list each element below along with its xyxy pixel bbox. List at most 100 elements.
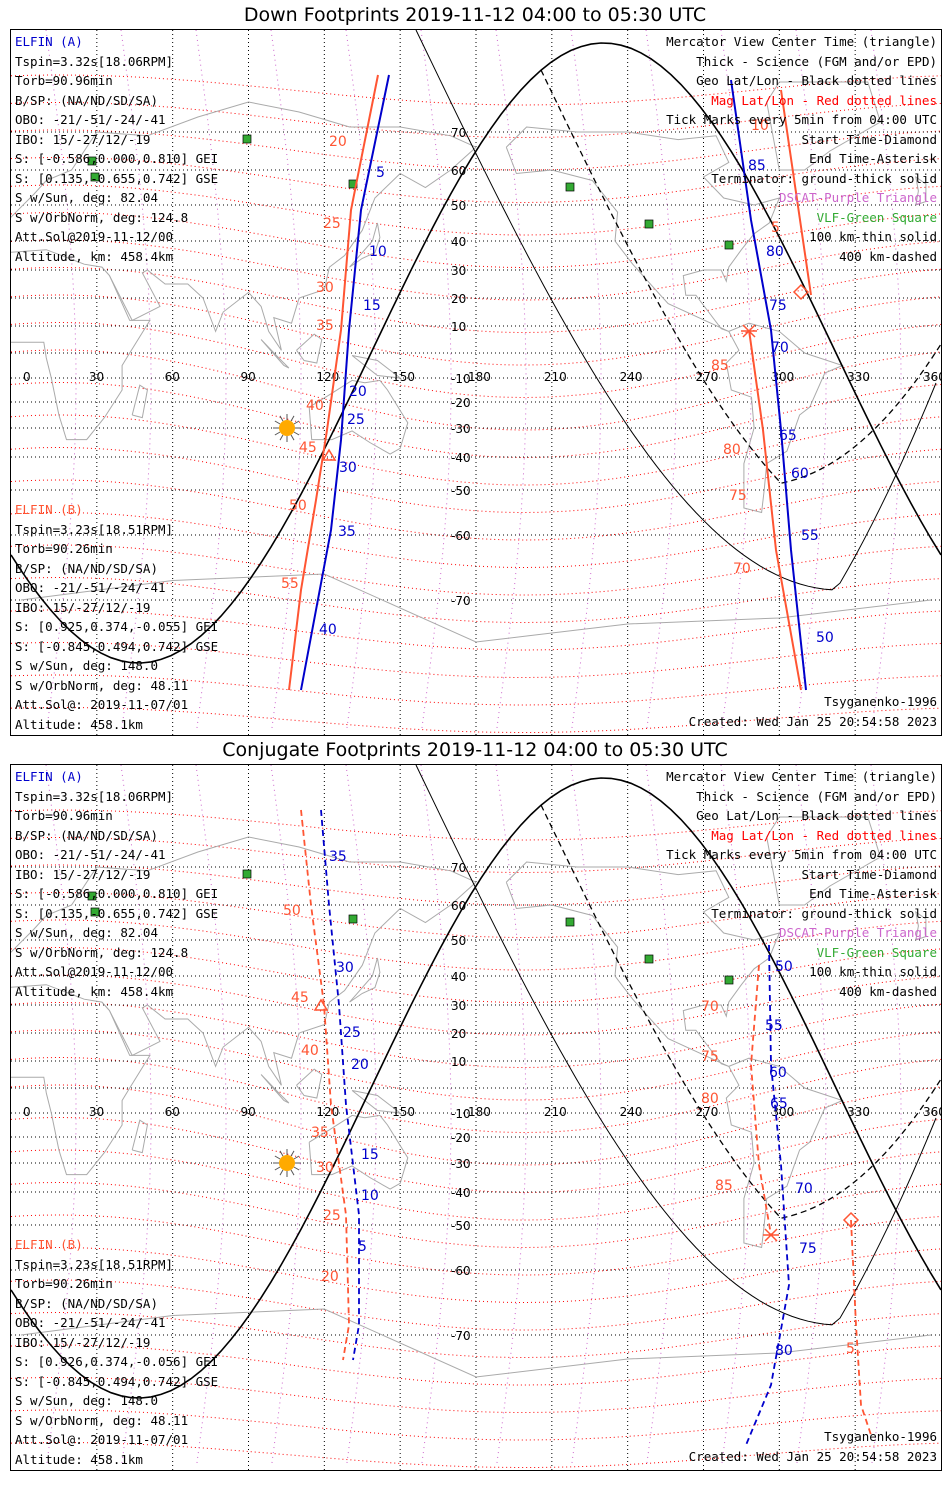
elfin-b-tick-label: 70 bbox=[733, 561, 751, 577]
elfin-b-track bbox=[748, 89, 812, 691]
mag-lat-line bbox=[11, 1409, 941, 1441]
elfin-a-tick-label: 15 bbox=[361, 1147, 379, 1163]
elfin-a-tick-label: 85 bbox=[748, 158, 766, 174]
mag-lon-line bbox=[495, 30, 527, 731]
mag-lat-line bbox=[11, 1116, 941, 1194]
legend-item: VLF-Green Square bbox=[816, 209, 937, 225]
mag-lat-line bbox=[11, 707, 941, 733]
elfin-a-line: S w/Sun, deg: 82.04 bbox=[15, 925, 158, 940]
elfin-b-tick-label: 85 bbox=[711, 358, 729, 374]
elfin-a-tick-label: 60 bbox=[769, 1065, 787, 1081]
elfin-a-tick-label: 15 bbox=[363, 298, 381, 314]
terminator-400km bbox=[540, 69, 941, 484]
lat-label: -40 bbox=[451, 1186, 471, 1200]
legend-item: Thick - Science (FGM and/or EPD) bbox=[696, 53, 937, 69]
lat-label: 20 bbox=[451, 1027, 466, 1041]
elfin-b-tick-label: 80 bbox=[701, 1091, 719, 1107]
legend-item: Geo Lat/Lon - Black dotted lines bbox=[696, 73, 937, 88]
lon-label: 0 bbox=[23, 1105, 31, 1119]
legend-item: End Time-Asterisk bbox=[809, 886, 937, 901]
legend-item: Mercator View Center Time (triangle) bbox=[666, 34, 937, 49]
sun-ray bbox=[274, 1166, 281, 1171]
lon-label: 330 bbox=[847, 370, 870, 384]
sun-ray bbox=[293, 431, 300, 436]
mag-lat-line bbox=[11, 1279, 941, 1331]
lat-label: -50 bbox=[451, 484, 471, 498]
elfin-b-tick-label: 85 bbox=[715, 1178, 733, 1194]
mag-lon-line bbox=[120, 765, 152, 1466]
elfin-b-info: ELFIN (B) Tspin=3.23s[18.51RPM] Torb=90.… bbox=[15, 1235, 218, 1469]
legend-item: Tick Marks every 5min from 04:00 UTC bbox=[666, 112, 937, 127]
sun-ray bbox=[279, 434, 284, 441]
elfin-a-tick-label: 60 bbox=[791, 466, 809, 482]
coastline bbox=[505, 861, 781, 1067]
lat-label: -60 bbox=[451, 1264, 471, 1278]
elfin-a-tick-label: 65 bbox=[770, 1096, 788, 1112]
mag-lon-line bbox=[45, 765, 77, 1466]
sun-ray bbox=[279, 1150, 284, 1157]
lon-label: 240 bbox=[620, 1105, 643, 1119]
map-plot-conjugate: 0 30 60 90 120 150 180 210 240 270 300 330 360 70 60 50… bbox=[11, 765, 941, 1470]
legend-item: 400 km-dashed bbox=[839, 248, 937, 264]
elfin-a-tick-label: 50 bbox=[816, 630, 834, 646]
coastline bbox=[296, 333, 323, 364]
sun-icon bbox=[279, 420, 295, 436]
legend-item: 100 km-thin solid bbox=[809, 229, 937, 244]
mag-lat-line bbox=[11, 919, 941, 971]
elfin-a-tick-label: 75 bbox=[769, 298, 787, 314]
elfin-b-tick-label: 30 bbox=[316, 1160, 334, 1176]
lat-label: -70 bbox=[451, 594, 471, 608]
lat-label: 50 bbox=[451, 199, 466, 213]
terminator-ground bbox=[11, 777, 941, 1399]
lat-label: -20 bbox=[451, 1131, 471, 1145]
vlf-station-square bbox=[87, 891, 97, 901]
elfin-a-line: OBO: -21/-51/-24/-41 bbox=[15, 112, 166, 127]
sun-ray bbox=[293, 1155, 300, 1160]
mag-lat-line bbox=[11, 446, 941, 514]
terminator-ground bbox=[11, 42, 941, 664]
elfin-b-tick-label: 70 bbox=[701, 999, 719, 1015]
coastline bbox=[349, 957, 381, 1003]
model-label: Tsyganenko-1996 bbox=[824, 1429, 937, 1444]
legend-item: Terminator: ground-thick solid bbox=[711, 170, 937, 186]
lon-label: 330 bbox=[847, 1105, 870, 1119]
elfin-a-line: Att.Sol@2019-11-12/00 bbox=[15, 229, 174, 244]
mag-lon-line bbox=[870, 30, 902, 731]
mag-lat-line bbox=[11, 321, 941, 399]
elfin-a-line: B/SP: (NA/ND/SD/SA) bbox=[15, 827, 158, 843]
elfin-b-line: B/SP: (NA/ND/SD/SA) bbox=[15, 1295, 158, 1311]
lon-label: 150 bbox=[392, 370, 415, 384]
elfin-a-tick-label: 10 bbox=[369, 244, 387, 260]
lon-label: 270 bbox=[696, 370, 719, 384]
coastline bbox=[296, 1068, 323, 1099]
vlf-station-square bbox=[644, 954, 654, 964]
lat-label: 40 bbox=[451, 970, 466, 984]
map-panel-conjugate: 0 30 60 90 120 150 180 210 240 270 300 330 360 70 60 50… bbox=[10, 764, 942, 1471]
elfin-b-line: S w/OrbNorm, deg: 48.11 bbox=[15, 677, 189, 693]
lat-label: -10 bbox=[451, 372, 471, 386]
mag-lat-line bbox=[11, 1181, 941, 1249]
elfin-a-tick-label: 35 bbox=[329, 849, 347, 865]
elfin-a-line: OBO: -21/-51/-24/-41 bbox=[15, 847, 166, 862]
elfin-a-line: Att.Sol@2019-11-12/00 bbox=[15, 964, 174, 979]
lat-label: -50 bbox=[451, 1219, 471, 1233]
elfin-a-tick-label: 25 bbox=[343, 1025, 361, 1041]
elfin-b-line: S w/Sun, deg: 148.0 bbox=[15, 1393, 158, 1408]
lat-label: 10 bbox=[451, 320, 466, 334]
elfin-a-track bbox=[745, 944, 790, 1446]
elfin-b-label: ELFIN (B) bbox=[15, 1237, 83, 1252]
legend-item: DSCAT-Purple Triangle bbox=[778, 925, 937, 940]
coastline bbox=[11, 146, 477, 351]
coastline bbox=[915, 175, 927, 206]
elfin-b-line: Altitude: 458.1km bbox=[15, 1451, 143, 1467]
elfin-a-tick-label: 10 bbox=[361, 1188, 379, 1204]
lat-label: -60 bbox=[451, 529, 471, 543]
sun-ray bbox=[274, 431, 281, 436]
mag-lon-line bbox=[870, 765, 902, 1466]
elfin-b-line: Tspin=3.23s[18.51RPM] bbox=[15, 1256, 174, 1272]
vlf-station-square bbox=[348, 914, 358, 924]
elfin-a-tick-label: 5 bbox=[376, 165, 385, 181]
vlf-station-square bbox=[644, 219, 654, 229]
elfin-b-track bbox=[750, 964, 872, 1436]
elfin-b-tick-label: 35 bbox=[311, 1125, 329, 1141]
